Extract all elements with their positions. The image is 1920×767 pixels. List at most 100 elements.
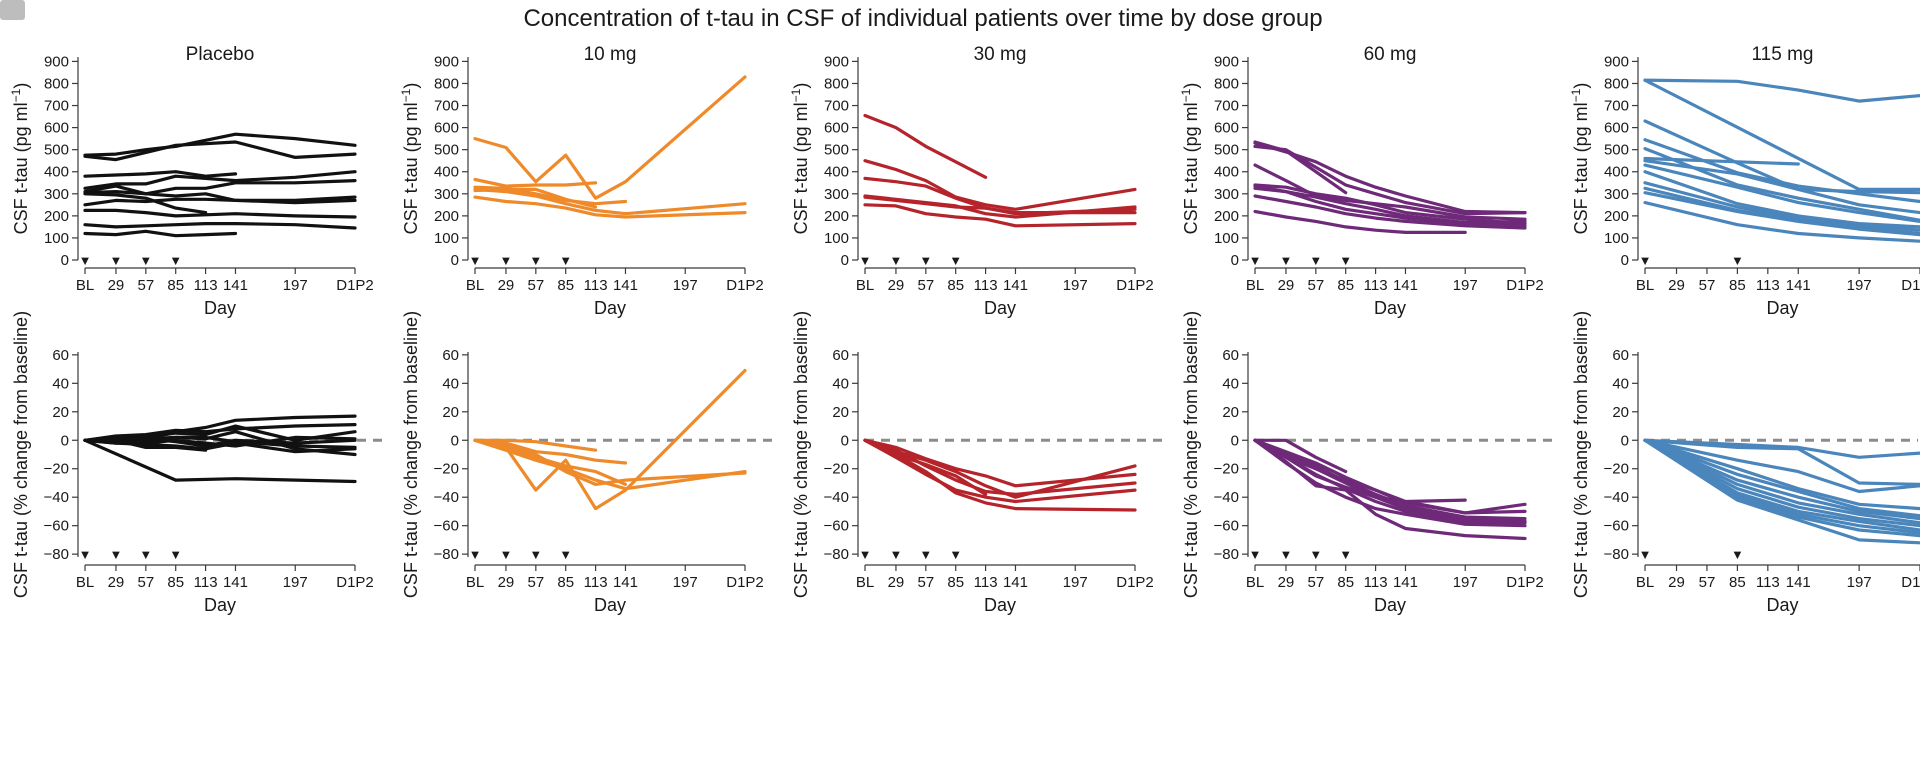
dosing-marker-abs-0: ▼: [139, 253, 152, 268]
series-line-pct-3-0: [1253, 438, 1467, 504]
y-tick-label-abs-4: 300: [1604, 186, 1629, 203]
x-tick-label-abs-2: 197: [1063, 277, 1088, 294]
y-tick-label-pct-4: −80: [1604, 546, 1629, 563]
x-tick-label-pct-1: D1P2: [726, 574, 764, 591]
panel-title-3: 60 mg: [1364, 44, 1417, 65]
dosing-marker-pct-4: ▼: [1731, 547, 1744, 562]
y-tick-label-abs-4: 800: [1604, 75, 1629, 92]
corner-tab-icon: [0, 0, 25, 20]
series-line-abs-3-7: [1253, 209, 1467, 234]
y-tick-label-pct-3: −80: [1214, 546, 1239, 563]
y-tick-label-abs-4: 600: [1604, 120, 1629, 137]
y-tick-label-abs-4: 900: [1604, 53, 1629, 70]
y-tick-label-pct-2: −40: [824, 489, 849, 506]
series-line-pct-0-0: [83, 438, 357, 484]
y-axis-title-main: CSF t-tau (% change from baseline): [11, 311, 31, 598]
y-tick-label-abs-0: 600: [44, 120, 69, 137]
series-line-pct-3-7: [1253, 438, 1527, 541]
dosing-marker-pct-3: ▼: [1280, 547, 1293, 562]
dosing-marker-abs-3: ▼: [1280, 253, 1293, 268]
series-line-pct-4-11: [1643, 438, 1920, 545]
y-tick-label-pct-0: −20: [44, 461, 69, 478]
x-tick-label-pct-0: BL: [76, 574, 94, 591]
series-line-abs-1-1: [473, 177, 598, 188]
x-tick-label-pct-1: 113: [584, 574, 608, 591]
series-line-abs-4-11: [1643, 201, 1920, 243]
y-tick-label-abs-3: 600: [1214, 120, 1239, 137]
dosing-marker-pct-1: ▼: [559, 547, 572, 562]
x-tick-label-pct-0: 85: [167, 574, 184, 591]
y-tick-label-pct-3: 40: [1222, 375, 1239, 392]
series-line-pct-4-6: [1643, 438, 1920, 525]
dosing-marker-abs-1: ▼: [559, 253, 572, 268]
y-tick-label-pct-1: −60: [434, 518, 459, 535]
dosing-marker-abs-1: ▼: [500, 253, 513, 268]
series-line-abs-4-8: [1643, 181, 1920, 232]
x-tick-label-abs-2: 57: [917, 277, 934, 294]
panel-title-1: 10 mg: [584, 44, 637, 65]
y-axis-title-pct-0: CSF t-tau (% change from baseline): [11, 311, 31, 598]
y-tick-label-abs-4: 100: [1604, 230, 1629, 247]
y-tick-label-pct-4: −20: [1604, 461, 1629, 478]
y-tick-label-abs-3: 0: [1231, 252, 1239, 269]
x-tick-label-abs-2: D1P2: [1116, 277, 1154, 294]
x-tick-label-pct-2: 29: [888, 574, 905, 591]
x-tick-label-abs-1: 141: [613, 277, 638, 294]
y-tick-label-abs-1: 600: [434, 120, 459, 137]
x-tick-label-pct-1: BL: [466, 574, 484, 591]
y-axis-title-abs-0: CSF t-tau (pg ml−1): [9, 83, 31, 235]
x-axis-title-abs-1: Day: [594, 298, 626, 318]
series-line-abs-3-8: [1253, 140, 1348, 195]
y-axis-title-main: CSF t-tau (pg ml: [401, 102, 421, 234]
x-axis-title-pct-3: Day: [1374, 595, 1406, 615]
y-tick-label-abs-1: 400: [434, 164, 459, 181]
x-tick-label-pct-2: 141: [1003, 574, 1028, 591]
dosing-marker-pct-0: ▼: [139, 547, 152, 562]
x-tick-label-abs-2: 113: [974, 277, 998, 294]
dosing-marker-abs-4: ▼: [1639, 253, 1652, 268]
x-tick-label-pct-0: 57: [137, 574, 154, 591]
y-tick-label-abs-4: 200: [1604, 208, 1629, 225]
x-tick-label-pct-0: D1P2: [336, 574, 374, 591]
y-tick-label-pct-4: 60: [1612, 347, 1629, 364]
y-tick-label-abs-0: 100: [44, 230, 69, 247]
dosing-marker-abs-3: ▼: [1249, 253, 1262, 268]
dosing-marker-abs-0: ▼: [79, 253, 92, 268]
x-tick-label-pct-0: 141: [223, 574, 248, 591]
y-tick-label-abs-2: 200: [824, 208, 849, 225]
y-axis-title-main: CSF t-tau (% change from baseline): [1571, 311, 1591, 598]
y-tick-label-abs-4: 400: [1604, 164, 1629, 181]
x-tick-label-abs-1: 29: [498, 277, 515, 294]
x-axis-title-abs-2: Day: [984, 298, 1016, 318]
x-axis-title-abs-0: Day: [204, 298, 236, 318]
dosing-marker-abs-2: ▼: [890, 253, 903, 268]
x-tick-label-abs-0: 113: [194, 277, 218, 294]
x-tick-label-pct-3: 141: [1393, 574, 1418, 591]
y-axis-title-main: CSF t-tau (% change from baseline): [401, 311, 421, 598]
y-tick-label-pct-4: 20: [1612, 404, 1629, 421]
x-tick-label-pct-3: 57: [1307, 574, 1324, 591]
y-axis-title-end: ): [11, 83, 31, 89]
y-tick-label-abs-0: 200: [44, 208, 69, 225]
y-tick-label-abs-1: 900: [434, 53, 459, 70]
x-tick-label-pct-3: 85: [1337, 574, 1354, 591]
y-tick-label-abs-3: 900: [1214, 53, 1239, 70]
x-axis-title-pct-1: Day: [594, 595, 626, 615]
dosing-marker-abs-1: ▼: [529, 253, 542, 268]
x-tick-label-pct-4: 141: [1786, 574, 1811, 591]
series-line-pct-2-1: [863, 438, 1137, 488]
series-line-pct-3-3: [1253, 438, 1527, 521]
y-tick-label-pct-1: −80: [434, 546, 459, 563]
x-axis-title-pct-0: Day: [204, 595, 236, 615]
series-line-abs-0-9: [83, 229, 238, 238]
dosing-marker-pct-4: ▼: [1639, 547, 1652, 562]
series-line-abs-4-4: [1643, 147, 1920, 222]
x-tick-label-abs-3: 197: [1453, 277, 1478, 294]
y-tick-label-pct-2: −80: [824, 546, 849, 563]
x-tick-label-abs-0: 29: [108, 277, 125, 294]
x-tick-label-abs-2: BL: [856, 277, 874, 294]
dosing-marker-pct-1: ▼: [469, 547, 482, 562]
series-line-abs-0-3: [83, 170, 357, 190]
x-tick-label-pct-2: 197: [1063, 574, 1088, 591]
y-axis-title-pct-2: CSF t-tau (% change from baseline): [791, 311, 811, 598]
